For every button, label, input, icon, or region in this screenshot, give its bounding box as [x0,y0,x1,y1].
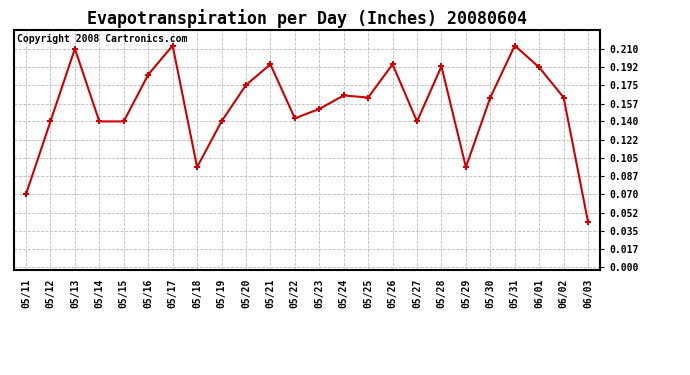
Text: Copyright 2008 Cartronics.com: Copyright 2008 Cartronics.com [17,34,187,44]
Title: Evapotranspiration per Day (Inches) 20080604: Evapotranspiration per Day (Inches) 2008… [87,9,527,28]
